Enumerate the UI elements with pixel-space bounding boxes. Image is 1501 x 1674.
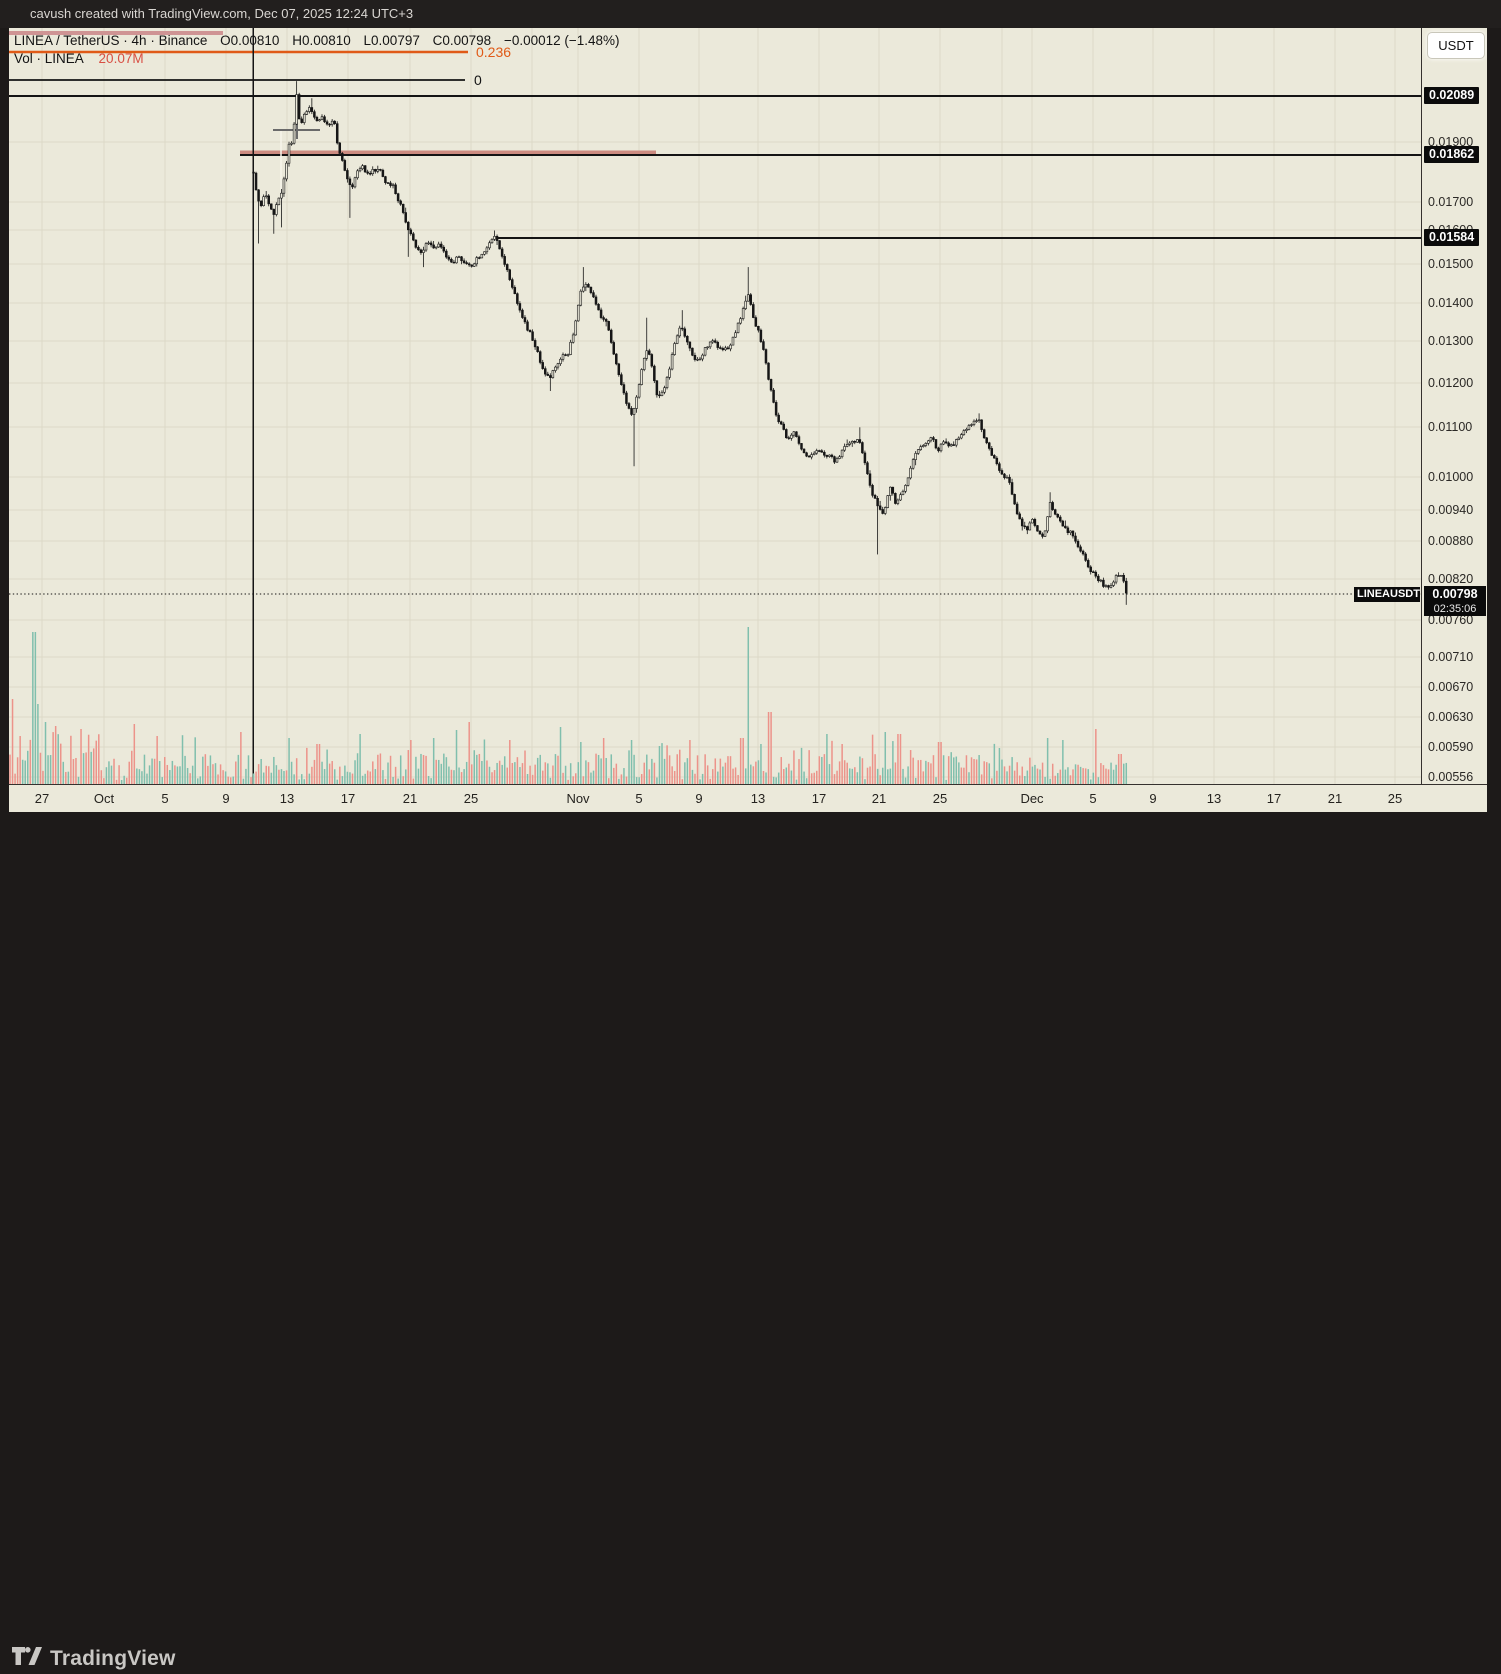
price-axis-label: 0.00760 <box>1428 613 1474 627</box>
legend-change: −0.00012 (−1.48%) <box>503 33 620 48</box>
current-price-value: 0.00798 <box>1424 586 1486 602</box>
price-axis-label: 0.01700 <box>1428 195 1474 209</box>
time-axis-label: 25 <box>932 791 948 806</box>
price-axis-label: 0.00670 <box>1428 680 1474 694</box>
candlestick-chart-canvas[interactable] <box>9 28 1421 784</box>
legend-volume-label: Vol · LINEA <box>14 51 84 66</box>
bar-countdown-timer: 02:35:06 <box>1424 602 1486 616</box>
currency-toggle-button[interactable]: USDT <box>1427 32 1485 59</box>
price-level-badge: 0.02089 <box>1424 87 1480 104</box>
time-axis-label: Oct <box>93 791 115 806</box>
legend-symbol-row: LINEA / TetherUS · 4h · Binance O0.00810… <box>14 33 629 48</box>
price-axis-label: 0.00630 <box>1428 710 1474 724</box>
price-axis-label: 0.01100 <box>1428 420 1473 434</box>
time-axis-label: 21 <box>1327 791 1343 806</box>
left-frame <box>0 28 9 812</box>
legend-open: O0.00810 <box>220 33 280 48</box>
legend-volume-value: 20.07M <box>98 51 144 66</box>
time-axis-label: 5 <box>1089 791 1097 806</box>
time-axis-label: 5 <box>161 791 169 806</box>
legend-close: C0.00798 <box>432 33 492 48</box>
price-axis-label: 0.01300 <box>1428 334 1474 348</box>
attribution-bar: cavush created with TradingView.com, Dec… <box>0 0 1501 28</box>
time-axis-label: 27 <box>34 791 50 806</box>
chart-pane[interactable] <box>9 28 1421 784</box>
time-axis-label: 21 <box>402 791 418 806</box>
time-axis-label: Nov <box>566 791 590 806</box>
legend-high: H0.00810 <box>292 33 351 48</box>
time-axis-label: 17 <box>340 791 356 806</box>
legend-volume-row: Vol · LINEA 20.07M <box>14 51 629 66</box>
time-axis-label: 5 <box>635 791 643 806</box>
time-axis-label: 13 <box>279 791 295 806</box>
time-axis-label: 13 <box>1206 791 1222 806</box>
attribution-text: cavush created with TradingView.com, Dec… <box>30 6 414 21</box>
price-line-symbol-badge: LINEAUSDT <box>1354 587 1420 602</box>
time-axis-label: 25 <box>1387 791 1403 806</box>
time-axis-label: 25 <box>463 791 479 806</box>
price-axis-label: 0.01500 <box>1428 257 1474 271</box>
price-axis-label: 0.01000 <box>1428 470 1474 484</box>
fib-level-label-0236: 0.236 <box>476 44 512 60</box>
current-price-badge: 0.00798 02:35:06 <box>1424 586 1486 616</box>
price-axis-label: 0.00940 <box>1428 503 1474 517</box>
time-axis-label: 17 <box>811 791 827 806</box>
fib-level-label-0: 0 <box>474 72 482 88</box>
time-axis-label: Dec <box>1020 791 1044 806</box>
time-axis-label: 9 <box>695 791 703 806</box>
time-axis-label: 17 <box>1266 791 1282 806</box>
time-axis-label: 9 <box>1149 791 1157 806</box>
price-axis[interactable]: USDT 0.00798 02:35:06 0.01900 0.01700 0.01… <box>1421 28 1487 784</box>
tradingview-logo[interactable]: TradingView <box>12 1644 176 1674</box>
price-axis-label: 0.01900 <box>1428 135 1474 149</box>
time-axis-label: 21 <box>871 791 887 806</box>
price-axis-label: 0.00556 <box>1428 770 1474 784</box>
bottom-bar: TradingView <box>0 812 1501 1670</box>
right-frame <box>1487 28 1501 812</box>
legend-low: L0.00797 <box>363 33 420 48</box>
time-axis[interactable]: 27 Oct 5 9 13 17 21 25 Nov 5 9 13 17 21 25 Dec 5 9 13 17 21 2… <box>9 784 1487 812</box>
price-level-badge: 0.01584 <box>1424 229 1480 246</box>
tradingview-logo-text: TradingView <box>50 1647 176 1670</box>
price-axis-label: 0.00590 <box>1428 740 1474 754</box>
price-level-badge: 0.01862 <box>1424 146 1480 163</box>
price-axis-label: 0.00710 <box>1428 650 1474 664</box>
price-axis-label: 0.00880 <box>1428 534 1474 548</box>
time-axis-label: 13 <box>750 791 766 806</box>
time-axis-label: 9 <box>222 791 230 806</box>
price-axis-label: 0.01200 <box>1428 376 1474 390</box>
price-axis-label: 0.00820 <box>1428 572 1474 586</box>
chart-legend: LINEA / TetherUS · 4h · Binance O0.00810… <box>14 33 629 66</box>
tradingview-logo-icon <box>12 1647 42 1665</box>
legend-symbol: LINEA / TetherUS · 4h · Binance <box>14 33 208 48</box>
price-axis-label: 0.01400 <box>1428 296 1474 310</box>
